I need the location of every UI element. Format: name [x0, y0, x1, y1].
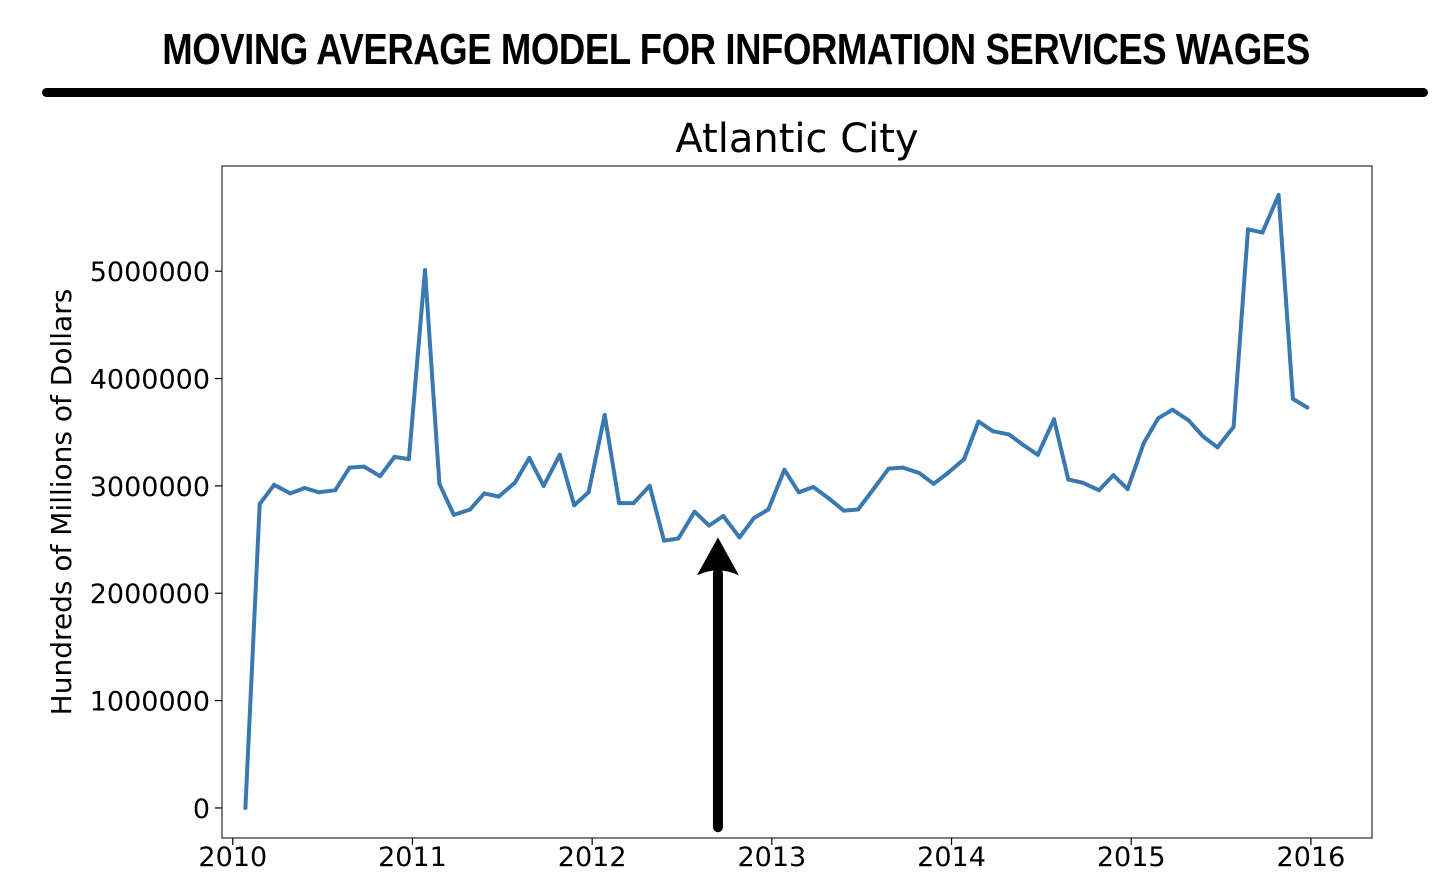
data-point	[302, 486, 307, 490]
data-point	[362, 464, 366, 469]
x-tick-label: 2016	[1277, 842, 1346, 873]
data-point	[872, 486, 877, 490]
data-point	[1186, 418, 1191, 423]
data-point	[721, 514, 726, 518]
y-tick-label: 2000000	[90, 579, 210, 610]
data-point	[796, 490, 801, 495]
headline: MOVING AVERAGE MODEL FOR INFORMATION SER…	[162, 25, 1310, 74]
data-point	[1215, 445, 1220, 450]
data-point	[1125, 487, 1130, 492]
data-point	[423, 268, 427, 273]
x-tick-label: 2011	[378, 842, 447, 873]
y-axis-label: Hundreds of Millions of Dollars	[45, 289, 78, 716]
data-point	[1052, 417, 1056, 422]
data-point	[602, 413, 607, 417]
data-point	[1080, 480, 1085, 485]
data-point	[496, 494, 501, 499]
data-point	[1290, 396, 1295, 401]
data-point	[572, 503, 577, 508]
data-point	[917, 471, 922, 475]
x-tick-label: 2015	[1097, 842, 1166, 873]
data-point	[617, 501, 622, 506]
data-point	[962, 457, 967, 462]
data-point	[707, 523, 711, 528]
data-point	[406, 457, 411, 462]
data-point	[288, 491, 293, 496]
data-point	[317, 490, 321, 495]
data-point	[541, 483, 546, 488]
plot-frame	[221, 165, 1373, 839]
data-point	[841, 508, 846, 513]
data-point	[333, 488, 338, 493]
data-point	[586, 490, 591, 495]
data-point	[811, 485, 816, 489]
annotation-arrow-head	[696, 537, 739, 576]
chart-title: Atlantic City	[675, 116, 918, 162]
data-point	[347, 465, 352, 470]
data-point	[1231, 424, 1236, 429]
headline-rule	[42, 88, 1428, 97]
y-tick-label: 4000000	[90, 365, 210, 396]
data-point	[631, 501, 636, 506]
data-point	[1156, 416, 1161, 421]
data-point	[676, 536, 681, 541]
data-point	[901, 465, 905, 470]
data-point	[1021, 443, 1026, 448]
data-point	[886, 466, 891, 471]
data-point	[437, 481, 442, 486]
data-point	[782, 467, 787, 472]
data-point	[451, 512, 456, 517]
data-point	[243, 805, 248, 810]
series-line	[243, 193, 1310, 810]
data-point	[482, 491, 487, 496]
data-point	[1007, 432, 1011, 437]
data-point	[856, 507, 861, 512]
data-point	[1141, 441, 1146, 445]
data-point	[1305, 405, 1310, 410]
data-point	[662, 538, 666, 543]
data-point	[976, 419, 981, 424]
data-point	[1201, 434, 1206, 439]
data-point	[1260, 230, 1265, 235]
data-point	[1066, 477, 1071, 482]
data-point	[751, 516, 756, 521]
data-point	[468, 507, 472, 512]
data-point	[827, 496, 832, 501]
data-point	[1276, 193, 1281, 197]
data-point	[945, 471, 950, 475]
x-tick-label: 2013	[737, 842, 806, 873]
y-tick-label: 0	[193, 794, 210, 825]
data-point	[990, 429, 995, 434]
data-point	[692, 509, 697, 514]
x-tick-label: 2012	[558, 842, 627, 873]
data-point	[1111, 473, 1116, 478]
data-point	[766, 507, 771, 512]
data-point	[647, 483, 652, 488]
x-tick-label: 2010	[198, 842, 267, 873]
y-tick-label: 3000000	[90, 472, 210, 503]
data-point	[1246, 227, 1250, 232]
data-point	[527, 456, 532, 460]
data-point	[1035, 452, 1040, 457]
data-point	[1096, 488, 1101, 493]
y-tick-label: 1000000	[90, 687, 210, 718]
data-point	[257, 502, 262, 507]
y-tick-label: 5000000	[90, 257, 210, 288]
data-point	[737, 535, 742, 540]
data-point	[392, 454, 397, 459]
data-point	[557, 452, 562, 457]
data-point	[931, 481, 936, 486]
data-point	[272, 482, 277, 487]
data-point	[378, 474, 383, 479]
data-point	[1170, 407, 1175, 412]
data-point	[512, 480, 517, 485]
x-tick-label: 2014	[917, 842, 986, 873]
